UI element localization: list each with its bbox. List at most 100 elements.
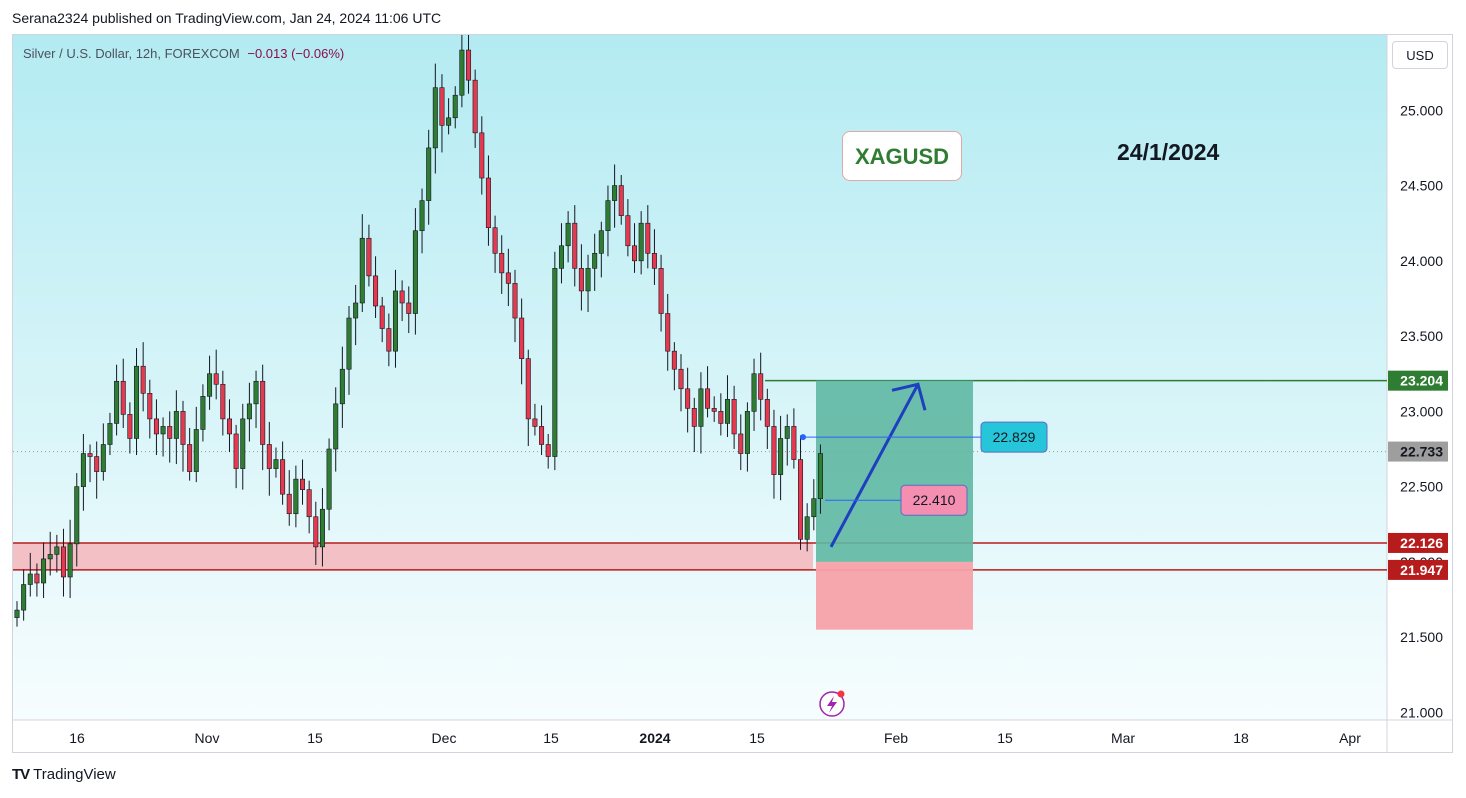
price-axis-tag (1388, 559, 1448, 580)
candle-body (545, 444, 551, 457)
x-tick-label: 15 (997, 730, 1013, 746)
price-axis-tag (1388, 532, 1448, 553)
candle-body (419, 200, 425, 232)
candle-body (134, 365, 140, 439)
candle-body (87, 453, 93, 457)
candle-body (605, 200, 611, 232)
price-callout-box[interactable] (900, 484, 968, 516)
y-tick-label: 21.500 (1400, 629, 1443, 645)
price-axis-tag (1388, 370, 1448, 391)
candle-body (366, 237, 372, 277)
candle-body (711, 408, 717, 412)
candle-body (326, 448, 332, 510)
candle-body (731, 399, 737, 435)
candle-body (645, 222, 651, 254)
candle-body (585, 268, 591, 292)
candle-body (60, 546, 66, 578)
y-tick-label: 24.500 (1400, 178, 1443, 194)
stop-loss-zone-box[interactable] (816, 561, 973, 630)
y-tick-label: 21.000 (1400, 704, 1443, 720)
callout-anchor-dot (800, 434, 806, 441)
candle-body (446, 117, 452, 126)
candle-body (811, 498, 817, 518)
candle-body (160, 426, 166, 435)
x-tick-label: 15 (307, 730, 323, 746)
candle-body (665, 313, 671, 352)
candle-body (80, 453, 86, 487)
candle-body (764, 399, 770, 427)
forecast-arrow-head (891, 382, 927, 411)
candle-body (612, 185, 618, 201)
price-axis-tag-label: 22.733 (1400, 444, 1443, 460)
candle-body (618, 185, 624, 216)
candle-body (54, 546, 60, 555)
candle-body (685, 388, 691, 409)
candle-body (399, 290, 405, 304)
candle-body (114, 380, 120, 424)
candle-body (678, 368, 684, 390)
y-tick-label: 23.500 (1400, 328, 1443, 344)
candle-body (359, 237, 365, 304)
price-change: −0.013 (−0.06%) (247, 46, 345, 61)
candle-body (200, 396, 206, 430)
tradingview-brand[interactable]: TV TradingView (12, 766, 116, 783)
candle-body (539, 426, 545, 445)
x-tick-label: Feb (884, 730, 908, 746)
candle-body (74, 486, 80, 545)
candle-body (432, 87, 438, 149)
candle-body (233, 433, 239, 469)
candle-body (260, 380, 266, 445)
candle-body (173, 411, 179, 439)
candle-body (452, 94, 458, 119)
candle-body (658, 268, 664, 314)
candle-body (778, 438, 784, 475)
y-tick-label: 25.000 (1400, 102, 1443, 118)
candle-body (758, 373, 764, 400)
candle-body (598, 230, 604, 254)
candle-body (293, 478, 299, 515)
lightning-icon[interactable] (819, 690, 845, 717)
price-callout-box[interactable] (980, 421, 1048, 453)
candle-body (565, 222, 571, 247)
candle-body (578, 268, 584, 292)
candle-body (552, 268, 558, 457)
x-tick-label: Mar (1111, 730, 1135, 746)
candle-body (266, 444, 272, 469)
candle-body (253, 380, 259, 405)
candle-body (525, 358, 531, 420)
candle-body (319, 508, 325, 548)
candle-body (392, 290, 398, 352)
candle-body (671, 350, 677, 370)
candle-body (505, 272, 511, 284)
candle-body (738, 433, 744, 454)
lightning-icon-bolt (827, 696, 837, 713)
x-tick-label: 18 (1233, 730, 1249, 746)
candle-body (744, 411, 750, 454)
candle-body (751, 373, 757, 412)
candle-body (246, 403, 252, 420)
plot-background (13, 35, 1387, 720)
candle-body (379, 305, 385, 329)
date-annotation: 24/1/2024 (1117, 139, 1220, 165)
candle-body (724, 399, 730, 424)
publisher-line: Serana2324 published on TradingView.com,… (12, 10, 442, 26)
price-axis-tag-label: 23.204 (1400, 373, 1443, 389)
profit-zone-box[interactable] (816, 380, 973, 562)
candle-body (193, 429, 199, 472)
candle-body (512, 283, 518, 319)
candle-body (651, 252, 657, 269)
candle-body (499, 252, 505, 274)
candle-body (406, 302, 412, 314)
candle-body (804, 516, 810, 540)
brand-label: TradingView (33, 766, 116, 783)
currency-button[interactable]: USD (1392, 41, 1448, 69)
candle-body (439, 87, 445, 126)
y-tick-label: 24.000 (1400, 253, 1443, 269)
price-axis-tag-label: 21.947 (1400, 562, 1443, 578)
candle-body (187, 444, 193, 472)
candle-body (220, 383, 226, 420)
candle-body (14, 609, 20, 618)
symbol-name: Silver / U.S. Dollar, 12h, FOREXCOM (23, 46, 240, 61)
